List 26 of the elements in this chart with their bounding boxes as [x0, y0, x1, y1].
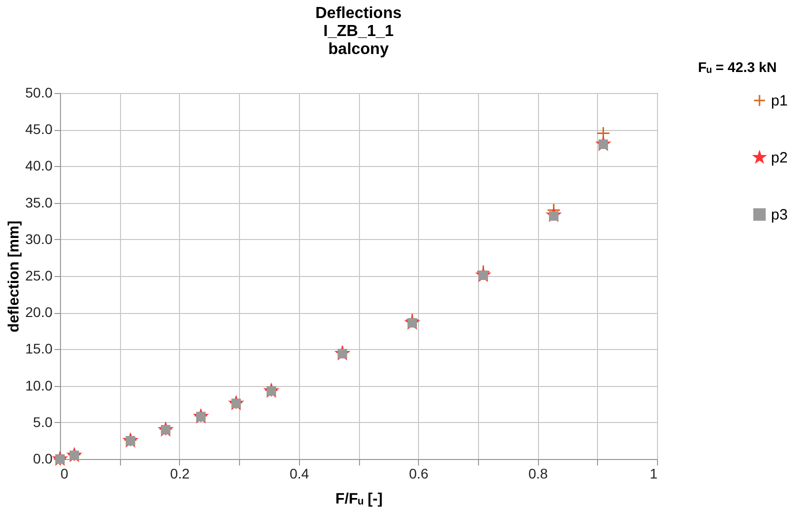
text: I_ZB_1_1	[323, 23, 394, 40]
y-tick-label: 15.0	[25, 340, 53, 357]
text: Deflections	[315, 5, 402, 22]
x-tick-label: 0.4	[290, 466, 310, 482]
y-tick-label: 40.0	[25, 158, 53, 174]
text: Fᵤ = 42.3 kN	[698, 59, 777, 75]
x-tick-label: 0.2	[170, 466, 190, 482]
legend-label: p3	[771, 206, 788, 224]
x-tick-label: 0	[60, 466, 68, 482]
y-tick-label: 0.0	[33, 450, 53, 466]
y-tick-label: 45.0	[25, 121, 53, 138]
y-tick-label: 50.0	[25, 84, 53, 100]
y-axis-title: deflection [mm]	[5, 220, 22, 332]
y-tick-label: 5.0	[33, 414, 53, 430]
y-tick-label: 20.0	[25, 304, 53, 320]
x-tick-label: 1	[650, 466, 658, 482]
x-tick-label: 0.6	[408, 466, 429, 482]
y-tick-label: 30.0	[25, 230, 53, 247]
y-tick-label: 25.0	[25, 268, 53, 284]
x-axis-title: F/Fᵤ [-]	[335, 490, 383, 508]
y-tick-label: 35.0	[25, 194, 53, 210]
y-tick-label: 10.0	[25, 377, 53, 394]
text: balcony	[328, 41, 389, 58]
legend-label: p1	[771, 92, 788, 110]
legend-label: p2	[771, 150, 788, 166]
x-tick-label: 0.8	[528, 466, 548, 482]
